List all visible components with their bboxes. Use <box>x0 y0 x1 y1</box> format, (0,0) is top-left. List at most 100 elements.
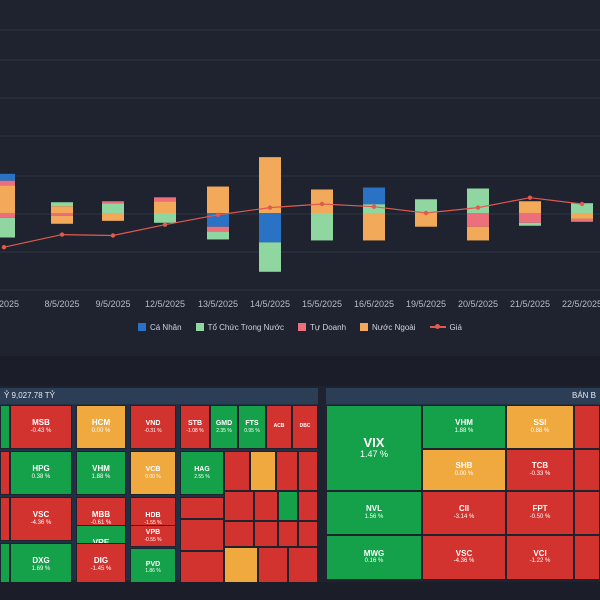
bar-segment-ca-nhan[interactable] <box>363 187 385 205</box>
heatmap-tile-small[interactable] <box>298 451 318 491</box>
bar-segment-to-chuc[interactable] <box>519 222 541 226</box>
heatmap-tile[interactable]: VHM 1.88 % <box>422 405 506 449</box>
heatmap-tile[interactable]: DIG -1.45 % <box>76 543 126 587</box>
bar-segment-to-chuc[interactable] <box>51 202 73 207</box>
heatmap-tile[interactable]: FPT -0.50 % <box>506 491 574 535</box>
bar-segment-tu-doanh[interactable] <box>51 213 73 216</box>
heatmap-tile-small[interactable] <box>258 547 288 587</box>
heatmap-tile[interactable]: VHM 1.88 % <box>76 451 126 495</box>
bar-segment-to-chuc[interactable] <box>571 203 593 213</box>
legend-item[interactable]: Tự Doanh <box>297 320 346 334</box>
bar-segment-ca-nhan[interactable] <box>0 173 15 181</box>
heatmap-tile-small[interactable] <box>288 547 318 587</box>
heatmap-tile[interactable]: VIX 1.47 % <box>326 405 422 491</box>
price-point[interactable] <box>475 205 481 210</box>
price-point[interactable] <box>110 233 116 238</box>
bar-segment-nuoc-ngoai[interactable] <box>415 213 437 227</box>
heatmap-tile[interactable]: GMD 2.35 % <box>210 405 238 449</box>
heatmap-tile[interactable]: DXG 1.69 % <box>10 543 72 587</box>
price-point[interactable] <box>423 210 429 216</box>
heatmap-tile-small[interactable] <box>224 491 254 521</box>
heatmap-tile[interactable]: SSI 0.88 % <box>506 405 574 449</box>
heatmap-tile[interactable]: NVL 1.56 % <box>326 491 422 535</box>
heatmap-tile[interactable]: DBC <box>292 405 318 449</box>
heatmap-tile-partial[interactable] <box>574 449 600 491</box>
bar-segment-tu-doanh[interactable] <box>0 213 15 218</box>
bar-segment-to-chuc[interactable] <box>207 231 229 240</box>
heatmap-tile[interactable]: PVD 1.86 % <box>130 548 176 587</box>
heatmap-tile[interactable]: VCI -1.22 % <box>506 535 574 580</box>
price-point[interactable] <box>527 195 533 200</box>
bar-segment-nuoc-ngoai[interactable] <box>51 206 73 213</box>
bar-segment-nuoc-ngoai[interactable] <box>519 201 541 213</box>
heatmap-tile[interactable]: FTS 0.95 % <box>238 405 266 449</box>
bar-segment-nuoc-ngoai[interactable] <box>51 215 73 224</box>
bar-segment-nuoc-ngoai[interactable] <box>259 157 281 213</box>
heatmap-tile[interactable]: TCB -0.33 % <box>506 449 574 491</box>
price-point[interactable] <box>59 232 65 237</box>
heatmap-tile-small[interactable] <box>298 521 318 547</box>
heatmap-tile[interactable]: VSC -4.36 % <box>422 535 506 580</box>
heatmap-tile[interactable]: ACB <box>266 405 292 449</box>
bar-segment-tu-doanh[interactable] <box>519 213 541 223</box>
bar-segment-nuoc-ngoai[interactable] <box>154 201 176 213</box>
heatmap-tile-small[interactable] <box>254 521 278 547</box>
legend-item[interactable]: Cá Nhân <box>137 320 182 334</box>
price-point[interactable] <box>319 201 325 207</box>
price-point[interactable] <box>371 204 377 209</box>
bar-segment-tu-doanh[interactable] <box>102 201 124 204</box>
heatmap-tile[interactable]: VCB 0.00 % <box>130 451 176 495</box>
heatmap-tile[interactable]: MWG 0.16 % <box>326 535 422 580</box>
bar-segment-to-chuc[interactable] <box>415 199 437 213</box>
bar-segment-tu-doanh[interactable] <box>467 213 489 227</box>
heatmap-tile-small[interactable] <box>278 491 298 521</box>
heatmap-tile-small[interactable] <box>276 451 298 491</box>
bar-segment-nuoc-ngoai[interactable] <box>467 226 489 241</box>
legend-item[interactable]: Tổ Chức Trong Nước <box>195 320 284 334</box>
bar-segment-to-chuc[interactable] <box>102 203 124 213</box>
heatmap-tile[interactable]: HCM 0.00 % <box>76 405 126 449</box>
heatmap-tile-small[interactable] <box>278 521 298 547</box>
bar-segment-nuoc-ngoai[interactable] <box>0 185 15 213</box>
bar-segment-to-chuc[interactable] <box>311 213 333 241</box>
bar-segment-tu-doanh[interactable] <box>207 226 229 232</box>
heatmap-tile-small[interactable] <box>224 521 254 547</box>
heatmap-tile-partial[interactable] <box>574 535 600 580</box>
bar-segment-to-chuc[interactable] <box>259 242 281 272</box>
heatmap-tile[interactable]: SHB 0.00 % <box>422 449 506 491</box>
heatmap-tile-small[interactable] <box>254 491 278 521</box>
legend-item[interactable]: Giá <box>429 320 462 334</box>
heatmap-tile[interactable]: MSB -0.43 % <box>10 405 72 449</box>
bar-segment-to-chuc[interactable] <box>154 213 176 223</box>
bar-segment-nuoc-ngoai[interactable] <box>363 213 385 241</box>
heatmap-tile[interactable]: VSC -4.36 % <box>10 497 72 541</box>
heatmap-tile-partial[interactable] <box>0 451 10 495</box>
heatmap-tile[interactable]: CII -3.14 % <box>422 491 506 535</box>
bar-segment-ca-nhan[interactable] <box>259 213 281 243</box>
heatmap-tile-partial[interactable] <box>0 405 10 449</box>
price-point[interactable] <box>267 205 273 210</box>
price-point[interactable] <box>579 201 585 207</box>
bar-segment-tu-doanh[interactable] <box>0 180 15 186</box>
price-point[interactable] <box>1 245 7 250</box>
heatmap-tile-small[interactable] <box>224 451 250 491</box>
legend-item[interactable]: Nước Ngoài <box>360 320 416 334</box>
price-point[interactable] <box>162 222 168 227</box>
bar-segment-to-chuc[interactable] <box>0 217 15 238</box>
heatmap-tile[interactable]: VND -0.31 % <box>130 405 176 449</box>
bar-segment-nuoc-ngoai[interactable] <box>311 189 333 213</box>
bar-segment-nuoc-ngoai[interactable] <box>207 186 229 213</box>
bar-segment-nuoc-ngoai[interactable] <box>102 213 124 221</box>
bar-segment-nuoc-ngoai[interactable] <box>571 213 593 219</box>
heatmap-tile-small[interactable] <box>250 451 276 491</box>
heatmap-tile-partial[interactable] <box>574 491 600 535</box>
bar-segment-tu-doanh[interactable] <box>571 218 593 222</box>
heatmap-tile-partial[interactable] <box>574 405 600 449</box>
heatmap-tile-small[interactable] <box>180 519 224 551</box>
heatmap-tile[interactable]: HPG 0.38 % <box>10 451 72 495</box>
heatmap-tile-small[interactable] <box>298 491 318 521</box>
heatmap-tile-small[interactable] <box>224 547 258 587</box>
heatmap-tile-partial[interactable] <box>0 497 10 541</box>
heatmap-tile[interactable]: STB -1.08 % <box>180 405 210 449</box>
heatmap-tile-small[interactable] <box>180 497 224 519</box>
